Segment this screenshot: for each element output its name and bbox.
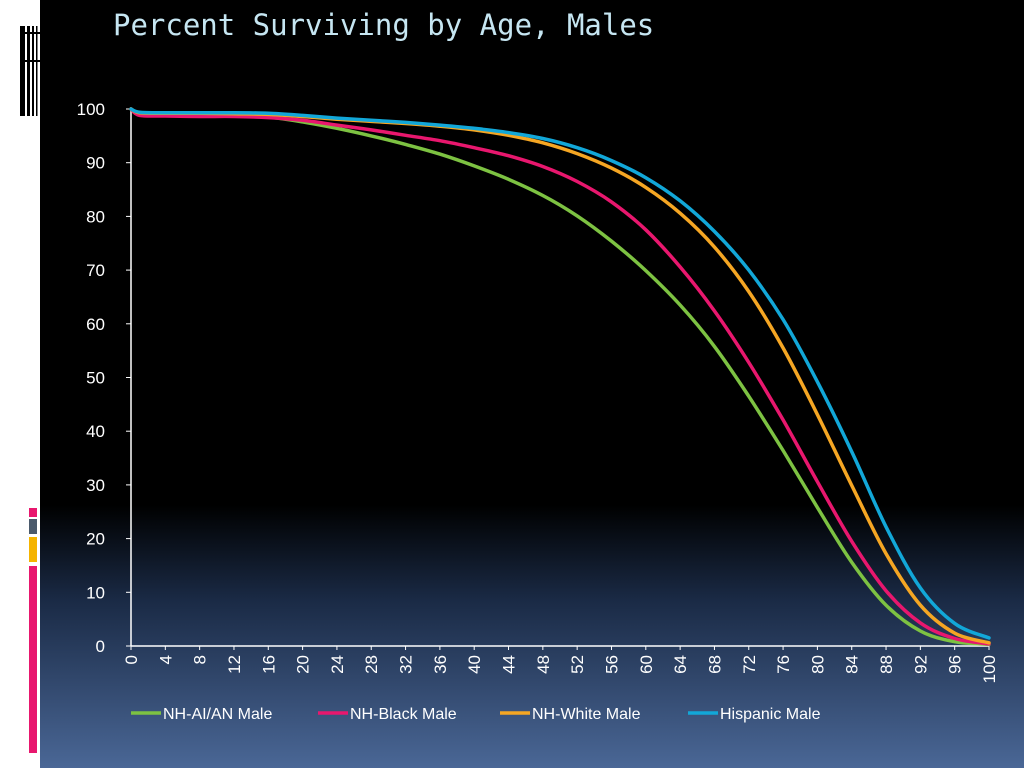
legend-label-1: NH-Black Male (350, 706, 457, 723)
series-line-0 (129, 107, 991, 647)
series-line-2 (129, 107, 991, 645)
y-tick-label: 90 (86, 154, 105, 173)
documents-icon (18, 23, 40, 118)
x-tick-label: 80 (808, 655, 827, 674)
x-tick-label: 72 (740, 655, 759, 674)
x-tick-label: 56 (602, 655, 621, 674)
accent-bar-pink-top (29, 508, 37, 517)
series-line-1 (129, 107, 991, 646)
legend-label-3: Hispanic Male (720, 706, 821, 723)
legend-label-0: NH-AI/AN Male (163, 706, 272, 723)
y-tick-label: 20 (86, 530, 105, 549)
legend-label-2: NH-White Male (532, 706, 641, 723)
y-tick-label: 100 (77, 100, 105, 119)
x-tick-label: 48 (534, 655, 553, 674)
x-tick-label: 68 (705, 655, 724, 674)
y-tick-label: 30 (86, 476, 105, 495)
x-tick-label: 16 (259, 655, 278, 674)
y-tick-label: 40 (86, 422, 105, 441)
x-tick-label: 100 (980, 655, 999, 683)
x-tick-label: 8 (191, 655, 210, 664)
y-tick-label: 60 (86, 315, 105, 334)
x-tick-label: 28 (362, 655, 381, 674)
x-tick-label: 52 (568, 655, 587, 674)
x-tick-label: 24 (328, 655, 347, 674)
x-tick-label: 44 (500, 655, 519, 674)
slide-title: Percent Surviving by Age, Males (113, 8, 655, 42)
y-tick-label: 10 (86, 583, 105, 602)
x-tick-label: 92 (911, 655, 930, 674)
x-tick-label: 20 (294, 655, 313, 674)
accent-bar-gray (29, 519, 37, 534)
x-tick-label: 64 (671, 655, 690, 674)
x-tick-label: 4 (156, 655, 175, 664)
x-tick-label: 36 (431, 655, 450, 674)
x-tick-label: 96 (946, 655, 965, 674)
x-tick-label: 12 (225, 655, 244, 674)
accent-bar-pink-long (29, 566, 37, 753)
legend: NH-AI/AN Male NH-Black Male NH-White Male H… (131, 706, 821, 723)
y-tick-label: 70 (86, 261, 105, 280)
x-tick-label: 76 (774, 655, 793, 674)
y-tick-label: 0 (96, 637, 105, 656)
y-tick-label: 50 (86, 369, 105, 388)
x-tick-label: 88 (877, 655, 896, 674)
x-tick-label: 84 (843, 655, 862, 674)
x-tick-label: 40 (465, 655, 484, 674)
x-tick-label: 60 (637, 655, 656, 674)
x-tick-label: 0 (122, 655, 141, 664)
accent-bar-yellow (29, 537, 37, 562)
x-tick-label: 32 (397, 655, 416, 674)
series-line-3 (129, 107, 991, 640)
y-tick-label: 80 (86, 207, 105, 226)
slide-decoration (18, 23, 40, 753)
